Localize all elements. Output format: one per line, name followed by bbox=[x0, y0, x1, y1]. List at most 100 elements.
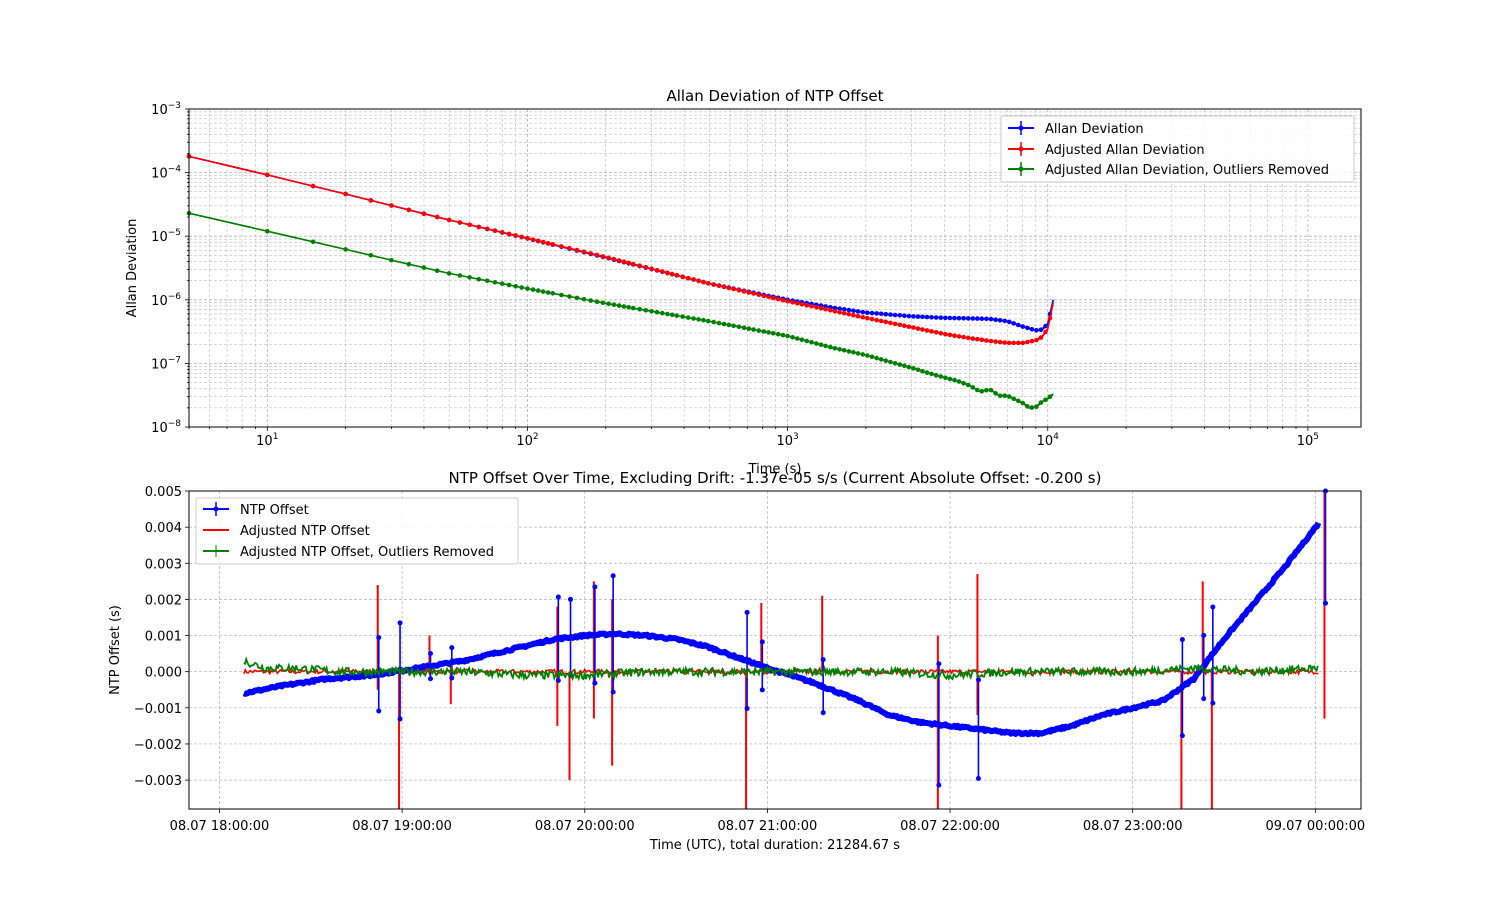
data-point bbox=[674, 313, 680, 318]
data-point bbox=[795, 336, 800, 341]
data-point bbox=[766, 330, 771, 335]
x-tick-label: 08.07 20:00:00 bbox=[535, 819, 635, 834]
data-point bbox=[832, 308, 838, 314]
data-point bbox=[550, 242, 555, 247]
data-point bbox=[878, 318, 884, 324]
y-tick-label: −0.003 bbox=[134, 774, 182, 789]
series-line bbox=[243, 656, 1319, 682]
data-point bbox=[499, 281, 505, 287]
data-point bbox=[389, 257, 394, 263]
data-point bbox=[513, 233, 518, 238]
data-point bbox=[1034, 337, 1039, 343]
data-point bbox=[759, 687, 765, 693]
tick-labels: 08.07 18:00:00 08.07 19:00:00 08.07 20:00:… bbox=[134, 485, 1365, 834]
data-point bbox=[535, 288, 541, 293]
legend: NTP Offset Adjusted NTP Offset Adjusted … bbox=[195, 497, 519, 565]
data-point bbox=[911, 366, 916, 371]
legend-label: Allan Deviation bbox=[1045, 122, 1144, 137]
data-point bbox=[567, 294, 572, 299]
data-point bbox=[780, 297, 786, 303]
data-point bbox=[943, 315, 948, 321]
data-point bbox=[804, 338, 810, 344]
plot-frame bbox=[188, 108, 1362, 428]
data-point bbox=[610, 573, 616, 579]
data-point bbox=[716, 320, 722, 326]
data-point bbox=[841, 307, 847, 312]
data-point bbox=[630, 305, 636, 311]
y-tick-label: 0.003 bbox=[145, 557, 182, 572]
legend-label: Adjusted Allan Deviation, Outliers Remov… bbox=[1045, 163, 1329, 178]
data-point bbox=[993, 317, 998, 323]
chart-title: NTP Offset Over Time, Excluding Drift: -… bbox=[449, 469, 1102, 487]
data-point bbox=[643, 265, 649, 270]
data-point bbox=[892, 361, 898, 366]
data-point bbox=[594, 252, 600, 258]
data-point bbox=[1002, 340, 1007, 345]
data-point bbox=[804, 303, 810, 308]
data-point bbox=[766, 294, 771, 300]
data-point bbox=[600, 254, 606, 259]
data-point bbox=[525, 286, 530, 291]
data-point bbox=[878, 311, 884, 317]
data-point bbox=[1029, 338, 1035, 344]
data-point bbox=[911, 314, 916, 319]
data-point bbox=[406, 261, 412, 267]
data-point bbox=[621, 304, 627, 309]
data-point bbox=[1016, 322, 1021, 328]
data-point bbox=[621, 259, 627, 265]
data-point bbox=[376, 635, 382, 641]
data-point bbox=[1025, 325, 1030, 331]
data-point bbox=[674, 272, 680, 278]
data-point bbox=[476, 276, 482, 282]
x-tick-label: 105 bbox=[1297, 432, 1319, 449]
data-point bbox=[1034, 328, 1039, 333]
ntp-offset-chart: 08.07 18:00:00 08.07 19:00:00 08.07 20:00:… bbox=[108, 469, 1365, 853]
data-point bbox=[865, 353, 870, 358]
data-point bbox=[975, 775, 981, 781]
data-point bbox=[936, 661, 942, 667]
x-tick-label: 08.07 19:00:00 bbox=[352, 819, 452, 834]
data-point bbox=[775, 331, 781, 337]
legend-label: NTP Offset bbox=[240, 503, 309, 518]
data-point bbox=[368, 198, 374, 203]
data-point bbox=[947, 315, 953, 321]
data-point bbox=[975, 316, 980, 321]
data-point bbox=[993, 339, 998, 344]
data-point bbox=[484, 226, 490, 232]
y-tick-label: 10−7 bbox=[151, 355, 181, 372]
data-point bbox=[530, 237, 536, 242]
data-point bbox=[594, 299, 600, 305]
data-point bbox=[979, 337, 985, 343]
data-point bbox=[892, 321, 898, 327]
data-point bbox=[421, 211, 427, 216]
y-tick-label: 10−5 bbox=[151, 228, 181, 245]
data-point bbox=[492, 228, 498, 233]
data-point bbox=[775, 296, 781, 302]
data-point bbox=[1002, 393, 1007, 399]
data-point bbox=[643, 308, 649, 313]
data-point bbox=[790, 335, 795, 340]
data-point bbox=[756, 292, 762, 298]
x-tick-label: 104 bbox=[1037, 432, 1060, 449]
series-markers bbox=[186, 154, 1053, 346]
data-point bbox=[851, 350, 856, 355]
x-tick-label: 101 bbox=[256, 432, 278, 449]
data-point bbox=[606, 255, 611, 261]
data-point bbox=[902, 323, 907, 329]
data-point bbox=[933, 372, 939, 378]
data-point bbox=[1020, 324, 1026, 329]
legend-box bbox=[1000, 115, 1355, 183]
data-point bbox=[984, 387, 989, 393]
data-point bbox=[756, 328, 762, 333]
data-point bbox=[874, 355, 879, 361]
data-point bbox=[726, 322, 732, 328]
data-point bbox=[506, 231, 512, 237]
data-point bbox=[837, 309, 842, 315]
data-point bbox=[1210, 604, 1216, 610]
data-point bbox=[929, 315, 934, 320]
data-point bbox=[736, 287, 742, 293]
data-point bbox=[785, 298, 790, 304]
legend-entry: NTP Offset bbox=[203, 502, 309, 518]
data-point bbox=[938, 331, 944, 336]
data-point bbox=[956, 315, 962, 321]
